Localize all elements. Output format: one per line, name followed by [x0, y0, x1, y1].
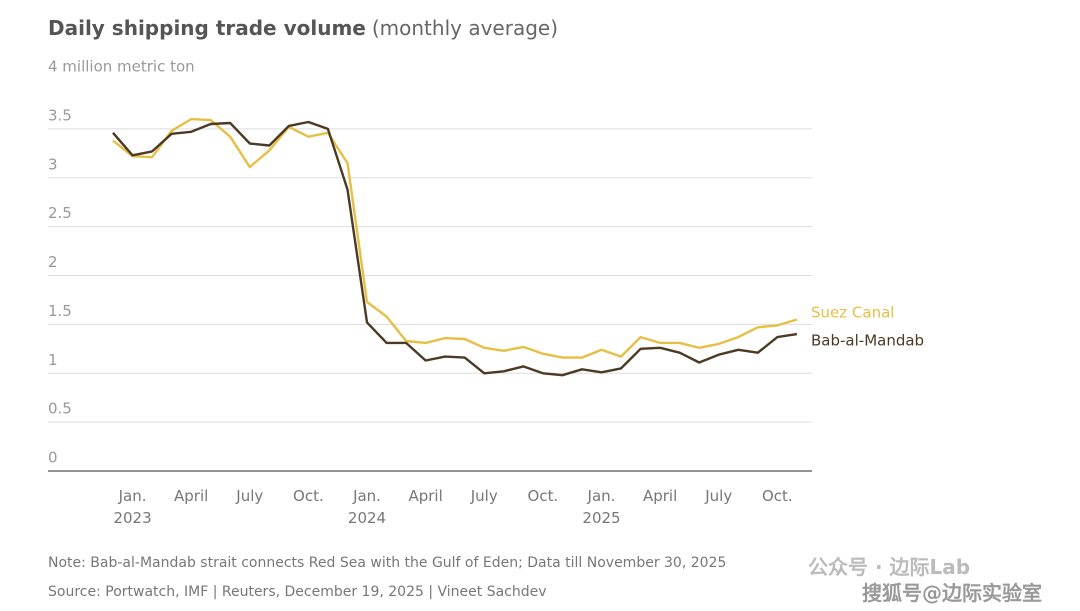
x-tick-label: Jan. 2024	[347, 487, 387, 527]
y-tick-label: 1.5	[48, 302, 72, 320]
y-tick-label: 4 million metric ton	[48, 58, 195, 76]
y-tick-label: 2.5	[48, 204, 72, 222]
chart-title-group: Daily shipping trade volume (monthly aver…	[48, 16, 558, 40]
y-tick-label: 2	[48, 253, 58, 271]
source: Source: Portwatch, IMF | Reuters, Decemb…	[48, 584, 547, 600]
y-tick-label: 0.5	[48, 400, 72, 418]
x-tick-label: April	[174, 487, 209, 505]
watermark: 搜狐号@边际实验室	[862, 581, 1042, 605]
x-tick-label: Jan. 2025	[582, 487, 621, 527]
x-tick-label: July	[470, 487, 498, 505]
chart-title: Daily shipping trade volume	[48, 16, 366, 40]
series-line	[112, 117, 798, 359]
x-tick-label: Jan. 2023	[113, 487, 152, 527]
legend-label: Suez Canal	[811, 304, 894, 322]
x-tick-label: July	[236, 487, 264, 505]
y-tick-label: 1	[48, 351, 58, 369]
x-tick-label: Oct.	[293, 487, 324, 505]
watermark: 公众号 · 边际Lab	[808, 555, 971, 579]
x-tick-label: Oct.	[527, 487, 559, 505]
x-tick-label: July	[705, 487, 733, 505]
y-tick-label: 3	[48, 155, 58, 173]
y-tick-label: 3.5	[48, 106, 72, 124]
y-tick-label: 0	[48, 449, 58, 467]
x-tick-label: April	[408, 487, 443, 505]
x-tick-label: April	[642, 487, 678, 505]
x-tick-label: Oct.	[762, 487, 793, 505]
note: Note: Bab-al-Mandab strait connects Red …	[48, 555, 727, 571]
chart-subtitle: (monthly average)	[372, 16, 558, 40]
legend-label: Bab-al-Mandab	[811, 332, 924, 350]
series-line	[112, 120, 798, 377]
